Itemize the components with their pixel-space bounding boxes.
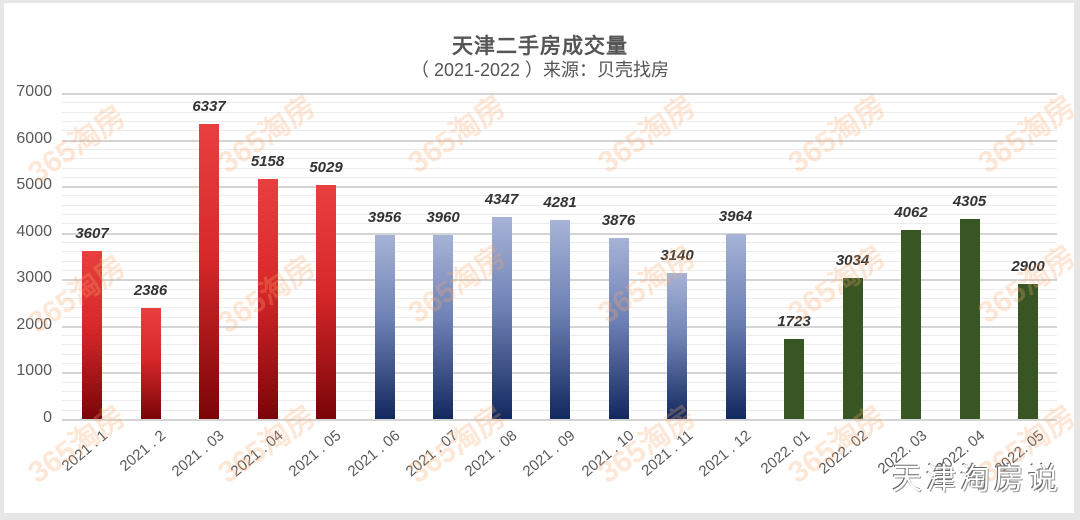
data-label: 4281 xyxy=(543,193,577,211)
bar-2021.2[interactable] xyxy=(140,307,161,419)
data-label: 3876 xyxy=(601,212,636,230)
minor-gridline xyxy=(62,130,1057,132)
data-label: 2900 xyxy=(1011,257,1045,275)
major-gridline xyxy=(62,93,1057,95)
data-label: 3140 xyxy=(660,246,694,264)
data-label: 3956 xyxy=(367,208,402,226)
plot-area: 3607 2386 6337 5158 5029 3956 3960 4347 4281 3876… xyxy=(62,93,1057,421)
y-tick-label: 6000 xyxy=(16,129,52,147)
minor-gridline xyxy=(62,102,1057,104)
bar-2021.09[interactable] xyxy=(550,219,570,419)
bar-2021.04[interactable] xyxy=(257,178,278,419)
minor-gridline xyxy=(62,111,1057,113)
data-label: 1723 xyxy=(777,312,811,330)
data-label: 2386 xyxy=(133,281,168,299)
minor-gridline xyxy=(62,204,1057,206)
data-label: 3607 xyxy=(75,225,109,243)
bar-2021.06[interactable] xyxy=(374,234,395,419)
bar-2021.05[interactable] xyxy=(316,184,336,419)
minor-gridline xyxy=(62,176,1057,178)
minor-gridline xyxy=(62,195,1057,197)
chart-subtitle: （ 2021-2022 ）来源：贝壳找房 xyxy=(410,60,670,80)
minor-gridline xyxy=(62,167,1057,169)
bar-2022.05[interactable] xyxy=(1018,283,1038,419)
major-gridline xyxy=(62,186,1057,189)
y-tick-label: 2000 xyxy=(16,315,52,333)
minor-gridline xyxy=(62,148,1057,150)
minor-gridline xyxy=(62,214,1057,216)
y-tick-label: 5000 xyxy=(16,176,52,194)
major-gridline xyxy=(62,139,1057,142)
bar-2022.02[interactable] xyxy=(842,277,863,419)
y-tick-label: 7000 xyxy=(16,83,52,100)
y-tick-label: 3000 xyxy=(16,269,52,287)
data-label: 4062 xyxy=(894,203,928,221)
bar-2022.03[interactable] xyxy=(901,229,921,419)
y-tick-label: 0 xyxy=(43,409,52,426)
bar-2021.11[interactable] xyxy=(667,272,687,419)
bar-2021.08[interactable] xyxy=(491,216,512,419)
bar-2022.04[interactable] xyxy=(959,218,980,419)
bar-2021.1[interactable] xyxy=(82,251,102,419)
data-label: 3034 xyxy=(835,251,870,269)
chart-frame xyxy=(4,3,1074,513)
bar-2021.12[interactable] xyxy=(725,234,746,419)
data-label: 3964 xyxy=(718,208,753,226)
chart-title: 天津二手房成交量 xyxy=(452,35,628,58)
data-label: 3960 xyxy=(426,208,460,226)
data-label: 4347 xyxy=(484,190,519,208)
minor-gridline xyxy=(62,120,1057,122)
bar-2021.07[interactable] xyxy=(433,234,453,419)
bar-2022.01[interactable] xyxy=(784,338,804,419)
data-label: 4305 xyxy=(952,192,987,210)
data-label: 5029 xyxy=(309,158,343,176)
data-label: 6337 xyxy=(192,97,226,115)
y-tick-label: 1000 xyxy=(16,362,52,380)
bar-2021.03[interactable] xyxy=(199,123,219,419)
y-tick-label: 4000 xyxy=(16,222,52,240)
minor-gridline xyxy=(62,158,1057,160)
bar-2021.10[interactable] xyxy=(608,238,629,419)
data-label: 5158 xyxy=(250,152,285,170)
major-gridline xyxy=(62,419,1057,421)
signature-watermark: 天津淘房说 xyxy=(892,463,1062,496)
